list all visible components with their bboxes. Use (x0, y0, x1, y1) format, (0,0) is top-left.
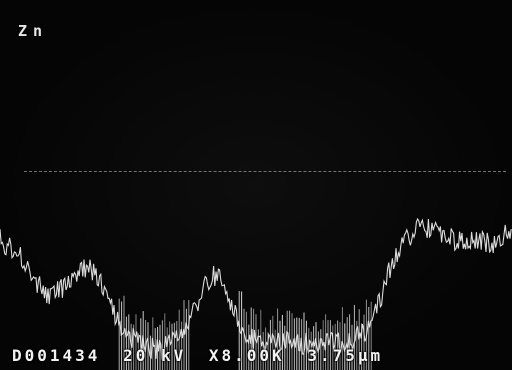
magnification: X8.00K (208, 346, 285, 365)
accelerating-voltage: 20 kV (123, 346, 187, 365)
element-label: Zn (18, 22, 49, 40)
image-id: D001434 (12, 346, 101, 365)
line-scan-signal (0, 217, 512, 370)
reference-line (24, 171, 506, 173)
sem-data-bar: D001434 20 kV X8.00K 3.75μm (12, 346, 508, 365)
scale-value: 3.75μm (307, 346, 384, 365)
